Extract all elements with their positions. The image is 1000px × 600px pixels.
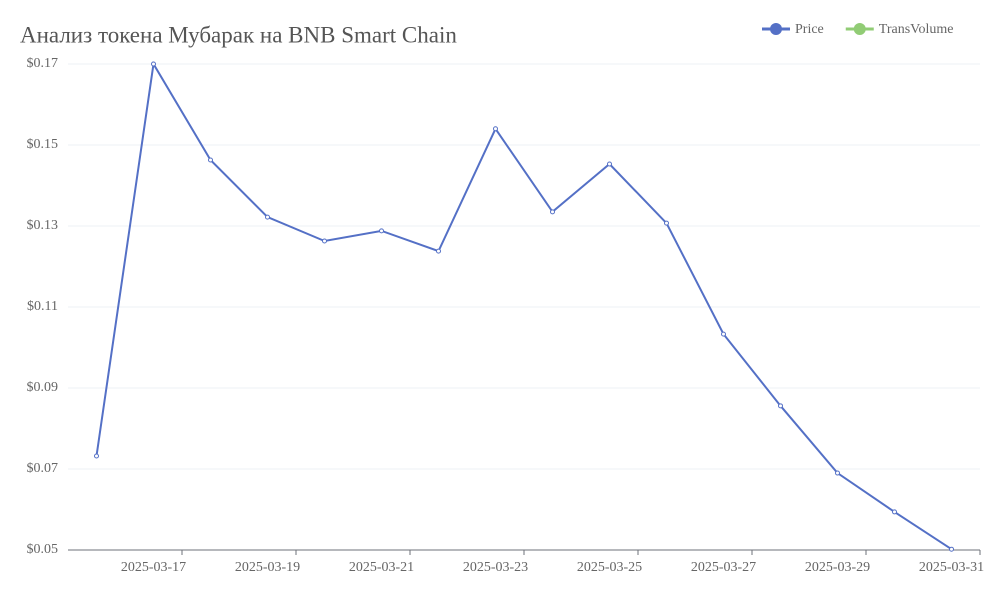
- x-tick-label: 2025-03-17: [121, 560, 186, 575]
- legend-marker: [770, 23, 782, 35]
- x-tick-label: 2025-03-19: [235, 560, 300, 575]
- point: [721, 331, 726, 337]
- point: [778, 403, 783, 409]
- point: [322, 238, 327, 244]
- y-tick-label: $0.07: [27, 461, 59, 476]
- point: [892, 509, 897, 515]
- legend-item: TransVolume: [845, 22, 954, 37]
- point: [379, 228, 384, 234]
- legend-marker: [853, 23, 866, 35]
- point: [436, 248, 441, 254]
- y-tick-label: $0.05: [27, 542, 59, 557]
- point: [664, 220, 669, 226]
- point: [151, 61, 156, 67]
- chart-title: Анализ токена Мубарак на BNB Smart Chain: [20, 22, 457, 47]
- y-tick-label: $0.13: [27, 218, 59, 233]
- legend-label: TransVolume: [879, 22, 954, 37]
- point: [493, 126, 498, 132]
- x-tick-label: 2025-03-27: [691, 560, 756, 575]
- legend-item: Price: [762, 22, 824, 37]
- point: [835, 470, 840, 476]
- point: [265, 214, 270, 220]
- legend-label: Price: [795, 22, 824, 37]
- point: [949, 546, 954, 552]
- y-tick-label: $0.15: [27, 137, 59, 152]
- x-tick-label: 2025-03-21: [349, 560, 414, 575]
- point: [550, 209, 555, 215]
- point: [94, 453, 99, 459]
- point: [607, 161, 612, 167]
- series-line: [95, 61, 953, 551]
- point: [208, 157, 213, 163]
- y-tick-label: $0.09: [27, 380, 59, 395]
- x-tick-label: 2025-03-31: [919, 560, 984, 575]
- x-tick-label: 2025-03-29: [805, 560, 870, 575]
- x-tick-label: 2025-03-23: [463, 560, 528, 575]
- y-tick-label: $0.11: [27, 299, 58, 314]
- x-tick-label: 2025-03-25: [577, 560, 642, 575]
- y-tick-label: $0.17: [27, 56, 59, 71]
